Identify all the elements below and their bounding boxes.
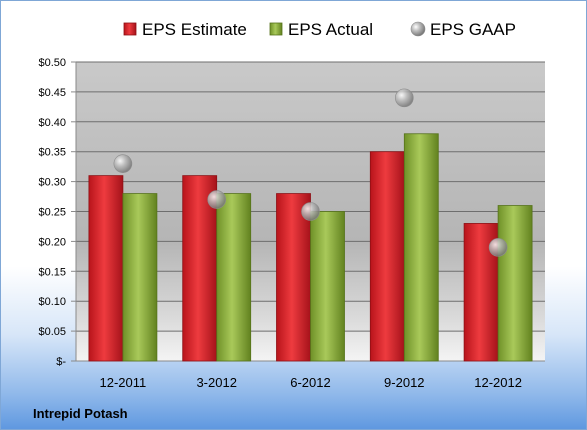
y-axis: $0.50 $0.45 $0.40 $0.35 $0.30 $0.25 $0.20 $0.15… [38,57,77,368]
y-tick-label: $0.40 [38,117,66,129]
x-tick-label: 12-2012 [474,375,522,390]
legend-marker [269,22,283,36]
y-tick-label: $0.25 [38,207,66,219]
point-eps-gaap [394,88,414,108]
bar-eps-actual [122,193,158,362]
y-tick-label: $0.45 [38,87,66,99]
point-eps-gaap [113,154,133,173]
x-tick-label: 12-2011 [100,375,147,390]
y-tick-label: $0.10 [38,296,66,308]
y-tick-label: $0.05 [38,326,66,338]
bars [88,133,533,362]
point-eps-gaap [488,238,508,257]
y-tick-label: $0.20 [38,236,66,248]
bar-eps-actual [403,133,439,362]
bar-eps-actual [310,211,345,362]
y-tick-label: $0.30 [38,177,66,189]
legend-label: EPS GAAP [430,20,516,39]
y-tick-label: $- [56,356,66,368]
company-name: Intrepid Potash [33,406,128,421]
legend-label: EPS Estimate [142,20,247,39]
x-tick-label: 6-2012 [290,375,330,390]
x-axis: 12-2011 3-2012 6-2012 9-2012 12-2012 [100,375,522,390]
y-tick-label: $0.15 [38,266,66,278]
legend-label: EPS Actual [288,20,373,39]
legend-marker [410,21,426,37]
bar-eps-estimate [369,151,405,362]
x-tick-label: 9-2012 [384,375,424,390]
y-tick-label: $0.35 [38,147,66,159]
point-eps-gaap [207,190,226,209]
y-tick-label: $0.50 [38,57,66,69]
bar-eps-actual [216,193,252,362]
legend: EPS Estimate EPS Actual EPS GAAP [123,20,516,39]
bar-eps-estimate [88,175,124,362]
legend-marker [123,22,137,36]
gaap-points [113,88,508,257]
x-tick-label: 3-2012 [196,375,236,390]
bar-eps-actual [497,205,533,362]
point-eps-gaap [301,202,320,221]
